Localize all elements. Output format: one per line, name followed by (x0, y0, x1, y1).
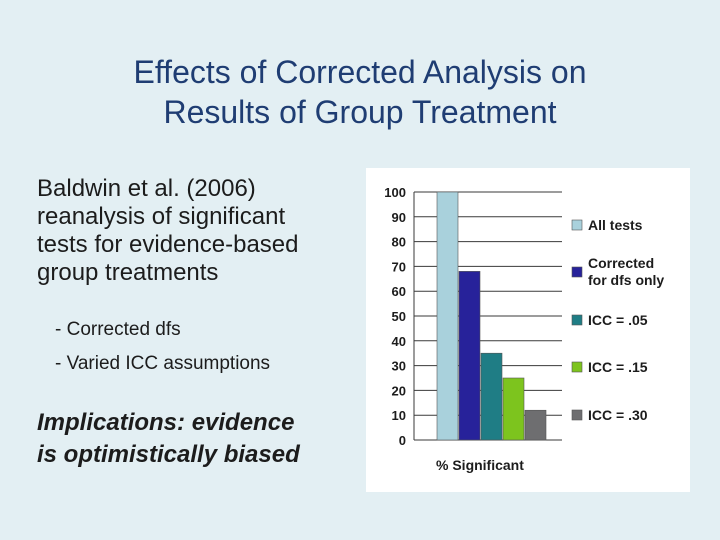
legend-label-4: ICC = .15 (588, 359, 648, 375)
bullet-corrected-dfs: - Corrected dfs (55, 319, 181, 340)
y-tick-label-70: 70 (392, 259, 406, 274)
slide-title: Effects of Corrected Analysis on Results… (40, 52, 680, 132)
bullet-list: - Corrected dfs - Varied ICC assumptions (55, 313, 270, 381)
bar-4 (502, 377, 525, 441)
legend-label-5: ICC = .30 (588, 407, 648, 423)
legend-swatch-4 (571, 361, 583, 373)
legend-label-3: ICC = .05 (588, 312, 648, 328)
y-tick-label-80: 80 (392, 235, 406, 250)
ticks-layer: 0 10 20 30 40 50 60 70 80 90 100 (384, 185, 406, 448)
bar-1 (436, 191, 459, 441)
y-tick-label-10: 10 (392, 408, 406, 423)
x-axis-label: % Significant (436, 457, 524, 473)
body-text: Baldwin et al. (2006) reanalysis of sign… (37, 175, 367, 287)
y-tick-label-20: 20 (392, 383, 406, 398)
legend-swatch-1 (571, 219, 583, 231)
bar-chart: 0 10 20 30 40 50 60 70 80 90 100 All tests Correcte… (384, 185, 664, 473)
implications-text: Implications: evidence is optimistically… (37, 407, 367, 471)
body-line-1: Baldwin et al. (2006) (37, 175, 256, 202)
y-tick-label-40: 40 (392, 334, 406, 349)
body-line-3: tests for evidence-based (37, 231, 299, 258)
title-line-1: Effects of Corrected Analysis on (133, 54, 587, 90)
legend-label-2-line-1: Corrected (588, 255, 654, 271)
legend-swatch-3 (571, 314, 583, 326)
body-line-4: group treatments (37, 259, 219, 286)
bars-layer (436, 191, 547, 441)
implications-line-1: Implications: evidence (37, 409, 295, 436)
body-line-2: reanalysis of significant (37, 203, 286, 230)
legend-label-1: All tests (588, 217, 643, 233)
legend-swatch-5 (571, 409, 583, 421)
y-tick-label-100: 100 (384, 185, 406, 200)
y-tick-label-60: 60 (392, 284, 406, 299)
bar-5 (524, 409, 547, 441)
legend-label-2-line-2: for dfs only (588, 272, 664, 288)
bar-2 (458, 271, 481, 441)
bullet-varied-icc: - Varied ICC assumptions (55, 353, 271, 374)
y-tick-label-30: 30 (392, 359, 406, 374)
implications-line-2: is optimistically biased (37, 441, 300, 468)
y-tick-label-50: 50 (392, 309, 406, 324)
chart-panel: 0 10 20 30 40 50 60 70 80 90 100 All tests Correcte… (366, 168, 690, 492)
bar-3 (480, 352, 503, 441)
y-tick-label-90: 90 (392, 210, 406, 225)
y-tick-label-0: 0 (399, 433, 406, 448)
title-line-2: Results of Group Treatment (163, 94, 557, 130)
legend-swatch-2 (571, 266, 583, 278)
